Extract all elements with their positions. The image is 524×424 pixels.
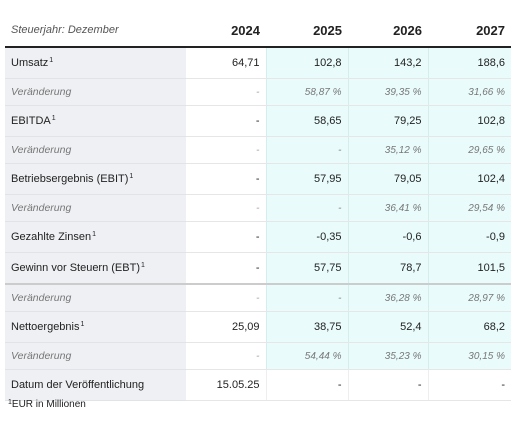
row-umsatz-change: Veränderung - 58,87 % 39,35 % 31,66 % — [5, 78, 511, 106]
cell-value: 39,35 % — [347, 78, 428, 106]
row-ebit: Betriebsergebnis (EBIT)1 - 57,95 79,05 1… — [5, 163, 511, 195]
cell-value: - — [265, 194, 348, 222]
cell-value: 188,6 — [427, 47, 511, 79]
cell-value: 64,71 — [186, 47, 266, 79]
cell-value: - — [186, 78, 266, 106]
cell-value: 15.05.25 — [186, 369, 266, 401]
cell-value: - — [265, 283, 348, 312]
cell-value: - — [265, 136, 348, 164]
cell-value: - — [186, 136, 266, 164]
cell-value: 101,5 — [427, 252, 511, 285]
row-label: Veränderung — [5, 136, 186, 164]
footnote-marker: 1 — [92, 231, 97, 238]
cell-value: 36,41 % — [347, 194, 428, 222]
cell-value: 143,2 — [347, 47, 428, 79]
cell-value: 57,95 — [265, 163, 348, 195]
cell-value: 35,23 % — [347, 342, 428, 370]
cell-value: - — [186, 163, 266, 195]
header-row: Steuerjahr: Dezember 2024 2025 2026 2027 — [5, 14, 511, 48]
footnote-text: EUR in Millionen — [11, 399, 86, 410]
row-label: Gezahlte Zinsen1 — [5, 221, 186, 253]
cell-value: 102,8 — [265, 47, 348, 79]
cell-value: 35,12 % — [347, 136, 428, 164]
year-header: 2026 — [348, 14, 428, 48]
cell-value: 29,54 % — [427, 194, 511, 222]
cell-value: 29,65 % — [427, 136, 511, 164]
cell-value: -0,6 — [347, 221, 428, 253]
footnote-marker: 1 — [129, 173, 134, 180]
footnote-marker: 1 — [49, 57, 54, 64]
row-ebit-change: Veränderung - - 36,41 % 29,54 % — [5, 194, 511, 222]
cell-value: 102,4 — [427, 163, 511, 195]
cell-value: 52,4 — [347, 311, 428, 343]
year-header: 2024 — [186, 14, 266, 48]
footnote-marker: 1 — [141, 262, 145, 269]
row-label: Veränderung — [5, 342, 186, 370]
cell-value: 78,7 — [347, 252, 428, 285]
row-ebt: Gewinn vor Steuern (EBT)1 - 57,75 78,7 1… — [5, 252, 511, 285]
cell-value: 102,8 — [427, 105, 511, 137]
row-label: Gewinn vor Steuern (EBT)1 — [5, 252, 186, 285]
row-label: Veränderung — [5, 283, 186, 312]
cell-value: -0,9 — [427, 221, 511, 253]
footnote: 1EUR in Millionen — [8, 399, 86, 410]
cell-value: -0,35 — [265, 221, 348, 253]
row-net-income-change: Veränderung - 54,44 % 35,23 % 30,15 % — [5, 342, 511, 370]
cell-value: 79,25 — [347, 105, 428, 137]
cell-value: - — [186, 105, 266, 137]
cell-value: - — [265, 369, 348, 401]
row-label: Betriebsergebnis (EBIT)1 — [5, 163, 186, 195]
row-label: Veränderung — [5, 194, 186, 222]
cell-value: - — [186, 194, 266, 222]
year-header: 2027 — [428, 14, 511, 48]
financials-table: Steuerjahr: Dezember 2024 2025 2026 2027… — [5, 14, 511, 401]
cell-value: 28,97 % — [427, 283, 511, 312]
row-ebitda-change: Veränderung - - 35,12 % 29,65 % — [5, 136, 511, 164]
row-ebt-change: Veränderung - - 36,28 % 28,97 % — [5, 283, 511, 312]
row-publication-date: Datum der Veröffentlichung 15.05.25 - - … — [5, 369, 511, 401]
footnote-marker: 1 — [8, 399, 12, 406]
cell-value: 38,75 — [265, 311, 348, 343]
row-label: Veränderung — [5, 78, 186, 106]
footnote-marker: 1 — [80, 321, 85, 328]
row-label: EBITDA1 — [5, 105, 186, 137]
cell-value: - — [347, 369, 428, 401]
row-label: Umsatz1 — [5, 47, 186, 79]
cell-value: - — [427, 369, 511, 401]
cell-value: 58,65 — [265, 105, 348, 137]
cell-value: 30,15 % — [427, 342, 511, 370]
row-ebitda: EBITDA1 - 58,65 79,25 102,8 — [5, 105, 511, 137]
cell-value: 25,09 — [186, 311, 266, 343]
row-label: Nettoergebnis1 — [5, 311, 186, 343]
cell-value: 54,44 % — [265, 342, 348, 370]
footnote-marker: 1 — [51, 115, 56, 122]
fiscal-year-label: Steuerjahr: Dezember — [5, 14, 186, 48]
year-header: 2025 — [266, 14, 348, 48]
cell-value: - — [186, 342, 266, 370]
row-interest: Gezahlte Zinsen1 - -0,35 -0,6 -0,9 — [5, 221, 511, 253]
cell-value: - — [186, 221, 266, 253]
cell-value: 79,05 — [347, 163, 428, 195]
cell-value: 57,75 — [265, 252, 348, 285]
cell-value: 68,2 — [427, 311, 511, 343]
row-net-income: Nettoergebnis1 25,09 38,75 52,4 68,2 — [5, 311, 511, 343]
cell-value: 58,87 % — [265, 78, 348, 106]
cell-value: 36,28 % — [347, 283, 428, 312]
row-label: Datum der Veröffentlichung — [5, 369, 186, 401]
cell-value: 31,66 % — [427, 78, 511, 106]
cell-value: - — [186, 283, 266, 312]
row-umsatz: Umsatz1 64,71 102,8 143,2 188,6 — [5, 47, 511, 79]
cell-value: - — [186, 252, 266, 285]
